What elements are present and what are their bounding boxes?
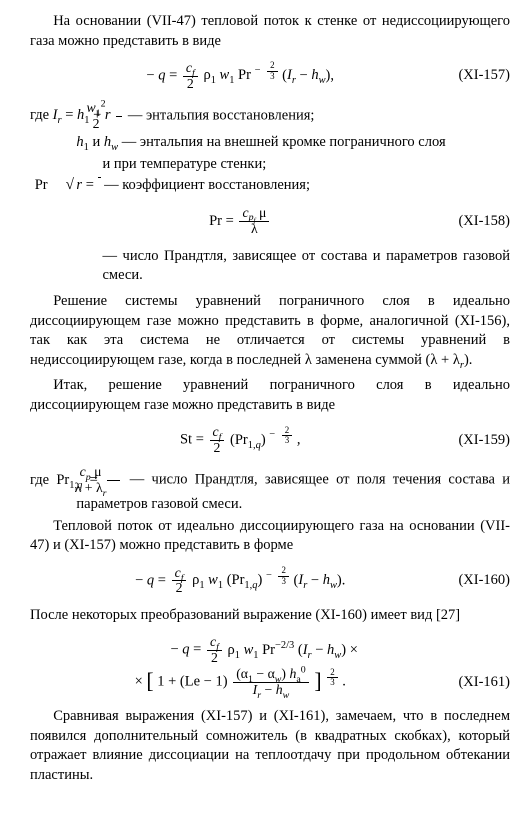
eq157-lhs: − q =	[146, 67, 181, 83]
eq160-frac: cf 2	[172, 566, 187, 596]
eq161b-tail: .	[342, 674, 346, 690]
eq158-den: λ	[239, 222, 269, 236]
eq161b-one: 1 + (Le − 1)	[157, 674, 231, 690]
paragraph-intro: На основании (VII-47) тепловой поток к с…	[30, 12, 510, 51]
eq161a-mid: ρ1 w1 Pr−2/3 (Ir − hw) ×	[227, 642, 357, 658]
equation-159: St = cf 2 (Pr1,q) − 2 3 , (XI-159)	[30, 425, 510, 455]
eq159-exp: − 2 3	[269, 430, 297, 441]
def-Ir-lead: где Ir = h1 + r	[30, 107, 114, 123]
def-r-rad: Pr	[98, 177, 101, 193]
paragraph-4: Тепловой поток от идеально диссоциирующе…	[30, 517, 510, 556]
eq159-cf-den: 2	[210, 441, 225, 455]
equation-158: Pr = cpf μ λ (XI-158)	[30, 206, 510, 237]
eq157-number: (XI-157)	[450, 66, 510, 86]
eq159-cf-num: cf	[210, 425, 225, 440]
eq158-number: (XI-158)	[450, 212, 510, 232]
eq159-body: St = cf 2 (Pr1,q) − 2 3 ,	[30, 425, 450, 455]
eq160-exp: − 2 3	[266, 570, 294, 581]
eq160-lhs: − q =	[135, 572, 170, 588]
bracket-open-icon: [	[146, 670, 153, 694]
eq161a-body: − q = cf c_f 2 ρ1 w1 Pr−2/3 (Ir − hw) ×	[30, 635, 498, 665]
def-Ir-frac: w12 2	[116, 101, 122, 131]
equation-160: − q = cf 2 ρ1 w1 (Pr1,q) − 2 3 (Ir − hw)…	[30, 566, 510, 596]
eq157-exp: − 2 3	[255, 66, 283, 77]
eq161b-frac: (α1 − αw) ha0 Ir − hw	[233, 667, 309, 697]
paragraph-6: Сравнивая выражения (XI-157) и (XI-161),…	[30, 707, 510, 785]
eq157-body: − q = cf 2 ρ1 w1 Pr − 2 3 (Ir − hw),	[30, 61, 450, 91]
eq159-lhs: St =	[180, 432, 208, 448]
eq160-cf-den: 2	[172, 581, 187, 595]
eq161a-cf-num: cf	[207, 635, 222, 650]
def-pr1q-num: cp μ	[107, 465, 120, 480]
eq161b-num: (α1 − αw) ha0	[233, 667, 309, 682]
eq157-cf-den: 2	[183, 77, 198, 91]
eq158-frac: cpf μ λ	[239, 206, 269, 237]
def-Ir-num: w12	[116, 101, 122, 116]
eq160-cf-num: cf	[172, 566, 187, 581]
paragraph-2: Решение системы уравнений пограничного с…	[30, 292, 510, 370]
def-pr1q-after: — число Прандтля, зависящее от поля тече…	[76, 472, 510, 513]
eq159-number: (XI-159)	[450, 431, 510, 451]
eq160-mid: ρ1 w1 (Pr1,q)	[192, 572, 262, 588]
pr-desc: — число Прандтля, зависящее от состава и…	[30, 247, 510, 286]
eq161a-lhs: − q =	[170, 642, 205, 658]
eq160-body: − q = cf 2 ρ1 w1 (Pr1,q) − 2 3 (Ir − hw)…	[30, 566, 450, 596]
page-root: На основании (VII-47) тепловой поток к с…	[0, 0, 532, 818]
eq159-frac: cf 2	[210, 425, 225, 455]
def-h-lead: h1 и hw — энтальпия на внешней кромке по…	[76, 134, 445, 150]
eq161-number: (XI-161)	[450, 673, 510, 693]
eq161a-frac: cf c_f 2	[207, 635, 222, 665]
equation-161-line2: × [ 1 + (Le − 1) (α1 − αw) ha0 Ir − hw ]…	[30, 667, 510, 697]
def-h: h1 и hw — энтальпия на внешней кромке по…	[30, 133, 510, 153]
eq159-tail: ,	[297, 432, 301, 448]
def-pr1q-den: λ + λr	[107, 481, 120, 495]
paragraph-3: Итак, решение уравнений пограничного сло…	[30, 376, 510, 415]
eq157-tail: (Ir − hw),	[282, 67, 334, 83]
eq157-frac-cf2: cf 2	[183, 61, 198, 91]
eq161b-body: × [ 1 + (Le − 1) (α1 − αw) ha0 Ir − hw ]…	[30, 667, 450, 697]
eq157-rho: ρ1 w1 Pr	[203, 67, 251, 83]
paragraph-5: После некоторых преобразований выражение…	[30, 606, 510, 626]
def-Ir-den: 2	[116, 117, 122, 131]
eq161b-exp: 2 3	[325, 672, 342, 683]
equation-157: − q = cf 2 ρ1 w1 Pr − 2 3 (Ir − hw), (XI…	[30, 61, 510, 91]
eq160-number: (XI-160)	[450, 571, 510, 591]
def-r-lead: r =	[76, 177, 97, 193]
eq161b-mul: ×	[135, 674, 143, 690]
eq159-base: (Pr1,q)	[230, 432, 266, 448]
eq158-lhs: Pr =	[209, 213, 237, 229]
def-r-sqrt: √ Pr	[98, 177, 101, 193]
def-r-after: — коэффициент восстановления;	[104, 177, 310, 193]
def-r: r = √ Pr — коэффициент восстановления;	[30, 176, 510, 196]
equation-161-line1: − q = cf c_f 2 ρ1 w1 Pr−2/3 (Ir − hw) ×	[30, 635, 510, 665]
eq157-cf-num: cf	[183, 61, 198, 76]
eq161a-spacer	[498, 641, 510, 661]
def-pr1q: где Pr1,q = cp μ λ + λr — число Прандтля…	[30, 465, 510, 515]
def-pr1q-frac: cp μ λ + λr	[107, 465, 120, 495]
def-Ir-after: — энтальпия восстановления;	[128, 107, 315, 123]
bracket-close-icon: ]	[314, 670, 321, 694]
def-Ir: где Ir = h1 + r w12 2 — энтальпия восста…	[30, 101, 510, 131]
def-h-cont: и при температуре стенки;	[30, 155, 510, 175]
eq158-num: cpf μ	[239, 206, 269, 223]
eq160-tail: (Ir − hw).	[294, 572, 346, 588]
eq158-body: Pr = cpf μ λ	[30, 206, 450, 237]
